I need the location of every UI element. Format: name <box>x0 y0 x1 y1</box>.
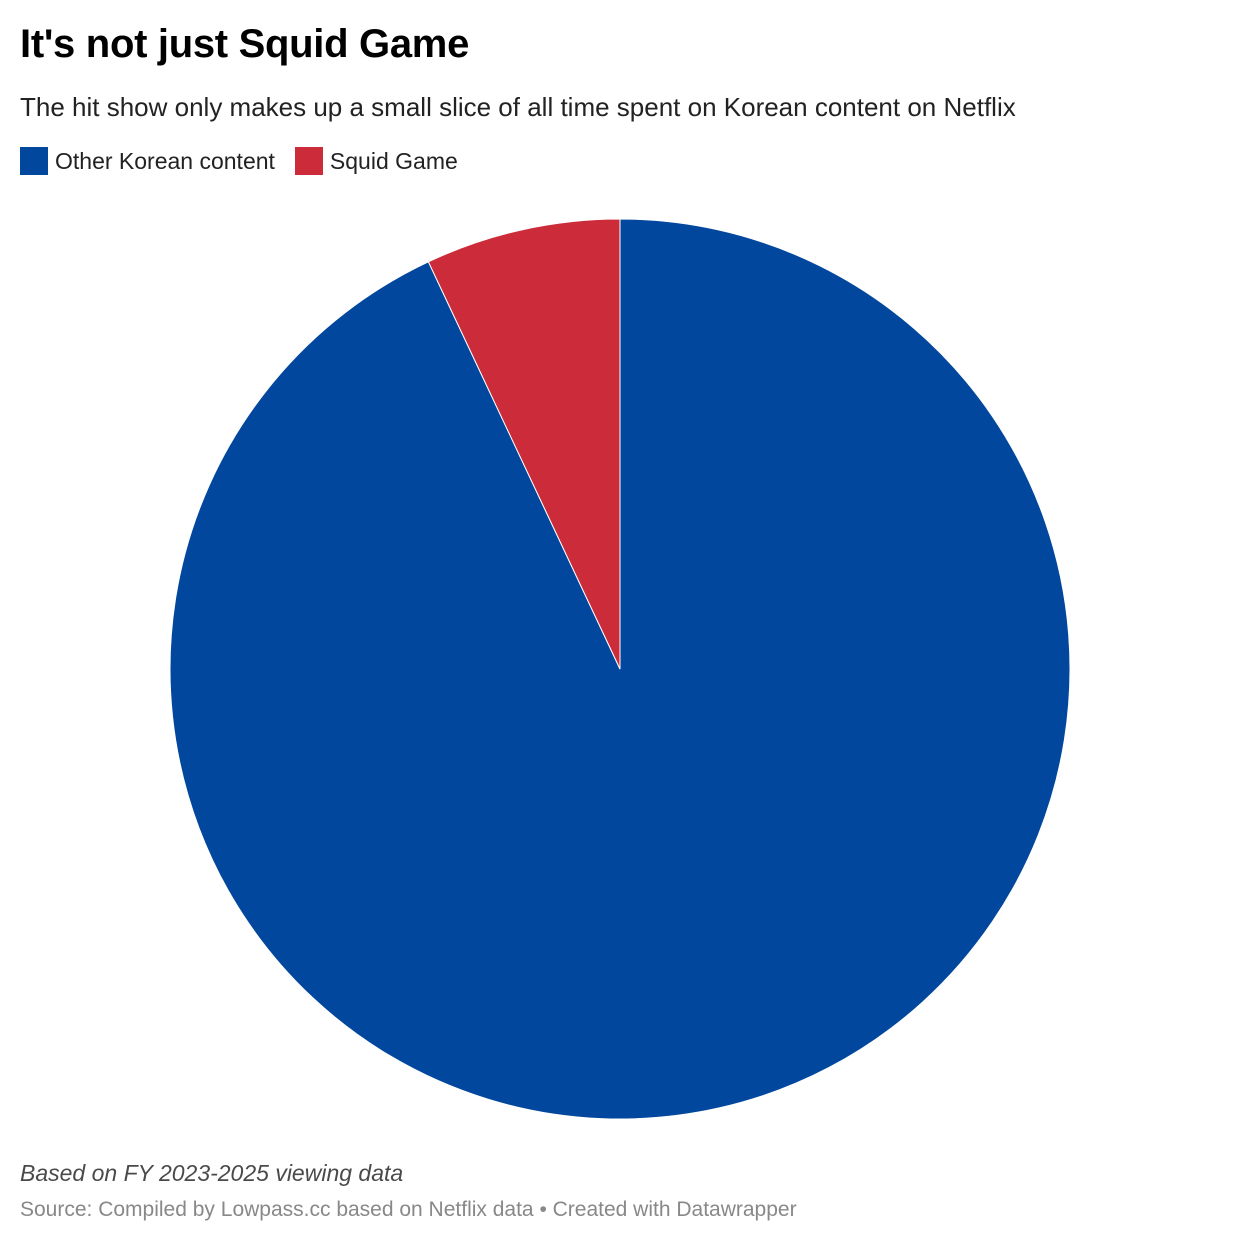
pie-slice-squid-game <box>427 218 621 670</box>
chart-title: It's not just Squid Game <box>20 22 470 66</box>
legend: Other Korean content Squid Game <box>20 147 478 175</box>
legend-item-squid-game: Squid Game <box>294 147 458 175</box>
legend-label-other-korean-content: Other Korean content <box>55 147 275 174</box>
legend-swatch-squid-game <box>294 147 323 175</box>
chart-source: Source: Compiled by Lowpass.cc based on … <box>20 1198 797 1221</box>
chart-note: Based on FY 2023-2025 viewing data <box>20 1160 404 1186</box>
legend-item-other-korean-content: Other Korean content <box>20 147 275 175</box>
legend-swatch-other-korean-content <box>20 147 48 175</box>
chart-subtitle: The hit show only makes up a small slice… <box>20 92 1016 122</box>
legend-label-squid-game: Squid Game <box>329 147 458 174</box>
pie-slices <box>169 218 1071 1120</box>
